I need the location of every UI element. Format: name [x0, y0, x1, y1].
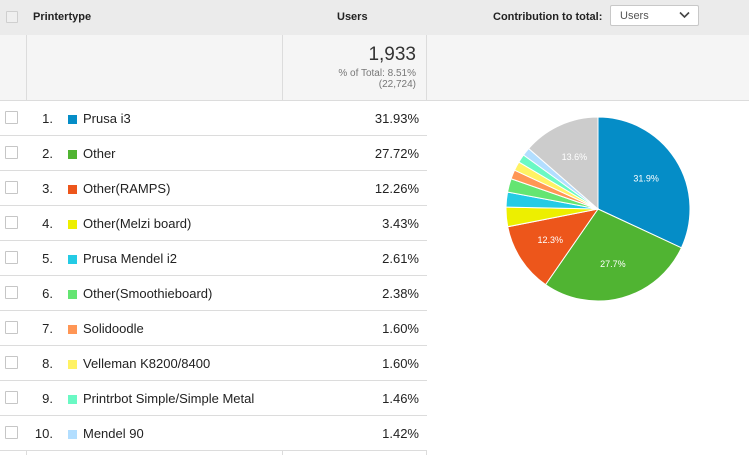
row-checkbox[interactable]: [5, 356, 18, 369]
row-index: 4.: [42, 216, 53, 231]
table-row: 6. Other(Smoothieboard) 2.38%: [0, 276, 427, 311]
row-checkbox[interactable]: [5, 286, 18, 299]
table-row: 8. Velleman K8200/8400 1.60%: [0, 346, 427, 381]
contribution-pie-chart: 31.9% 27.7% 12.3% 13.6%: [505, 116, 691, 302]
row-percent: 12.26%: [374, 181, 419, 196]
row-checkbox[interactable]: [5, 111, 18, 124]
row-index: 6.: [42, 286, 53, 301]
row-percent: 31.93%: [374, 111, 419, 126]
row-percent: 1.46%: [382, 391, 419, 406]
row-index: 9.: [42, 391, 53, 406]
summary-percent-of-total: % of Total: 8.51%: [338, 68, 416, 79]
contribution-metric-select[interactable]: Users: [610, 5, 699, 26]
summary-row: [0, 35, 749, 101]
table-row: 2. Other 27.72%: [0, 136, 427, 171]
row-index: 5.: [42, 251, 53, 266]
row-label-link[interactable]: Velleman K8200/8400: [83, 356, 211, 371]
contribution-metric-value: Users: [620, 10, 649, 22]
row-index: 10.: [34, 426, 53, 441]
row-index: 3.: [42, 181, 53, 196]
legend-swatch: [68, 150, 77, 159]
pie-slice-label: 31.9%: [633, 173, 659, 183]
select-all-checkbox[interactable]: [6, 11, 18, 23]
pie-slice-label: 12.3%: [538, 235, 564, 245]
row-label-link[interactable]: Other(Melzi board): [83, 216, 192, 231]
row-label-link[interactable]: Prusa i3: [83, 111, 131, 126]
row-checkbox[interactable]: [5, 321, 18, 334]
row-percent: 1.42%: [382, 426, 419, 441]
metric-column-header[interactable]: Users: [337, 11, 368, 23]
pie-slice[interactable]: [597, 116, 691, 249]
pie-slice[interactable]: [507, 208, 600, 286]
table-row: 5. Prusa Mendel i2 2.61%: [0, 241, 427, 276]
row-index: 1.: [42, 111, 53, 126]
pie-slice[interactable]: [527, 116, 599, 211]
row-checkbox[interactable]: [5, 391, 18, 404]
row-percent: 2.61%: [382, 251, 419, 266]
row-checkbox[interactable]: [5, 216, 18, 229]
legend-swatch: [68, 395, 77, 404]
row-checkbox[interactable]: [5, 251, 18, 264]
row-label-link[interactable]: Other: [83, 146, 116, 161]
row-checkbox[interactable]: [5, 181, 18, 194]
table-row: 7. Solidoodle 1.60%: [0, 311, 427, 346]
pie-slice-label: 27.7%: [600, 259, 626, 269]
table-body: 1. Prusa i3 31.93% 2. Other 27.72% 3. Other(RAM…: [0, 101, 427, 451]
row-checkbox[interactable]: [5, 146, 18, 159]
chevron-down-icon: [679, 11, 690, 19]
row-percent: 3.43%: [382, 216, 419, 231]
row-label-link[interactable]: Prusa Mendel i2: [83, 251, 177, 266]
row-index: 7.: [42, 321, 53, 336]
legend-swatch: [68, 115, 77, 124]
row-percent: 1.60%: [382, 356, 419, 371]
row-checkbox[interactable]: [5, 426, 18, 439]
legend-swatch: [68, 430, 77, 439]
pie-slice[interactable]: [544, 208, 683, 302]
row-percent: 27.72%: [374, 146, 419, 161]
row-index: 8.: [42, 356, 53, 371]
row-label-link[interactable]: Solidoodle: [83, 321, 144, 336]
row-index: 2.: [42, 146, 53, 161]
legend-swatch: [68, 290, 77, 299]
table-row: 3. Other(RAMPS) 12.26%: [0, 171, 427, 206]
legend-swatch: [68, 220, 77, 229]
legend-swatch: [68, 325, 77, 334]
legend-swatch: [68, 360, 77, 369]
summary-absolute-total: (22,724): [378, 79, 416, 90]
table-row: 4. Other(Melzi board) 3.43%: [0, 206, 427, 241]
table-row: 10. Mendel 90 1.42%: [0, 416, 427, 451]
row-label-link[interactable]: Other(RAMPS): [83, 181, 171, 196]
table-row: 1. Prusa i3 31.93%: [0, 101, 427, 136]
row-percent: 2.38%: [382, 286, 419, 301]
row-label-link[interactable]: Printrbot Simple/Simple Metal: [83, 391, 255, 406]
pie-slice-label: 13.6%: [562, 152, 588, 162]
legend-swatch: [68, 255, 77, 264]
table-row: 9. Printrbot Simple/Simple Metal 1.46%: [0, 381, 427, 416]
summary-total: 1,933: [368, 44, 416, 65]
row-label-link[interactable]: Other(Smoothieboard): [83, 286, 213, 301]
legend-swatch: [68, 185, 77, 194]
row-percent: 1.60%: [382, 321, 419, 336]
contribution-label: Contribution to total:: [493, 11, 603, 23]
table-header: Printertype Users Contribution to total:…: [0, 0, 749, 35]
row-label-link[interactable]: Mendel 90: [83, 426, 144, 441]
dimension-column-header[interactable]: Printertype: [33, 11, 92, 23]
